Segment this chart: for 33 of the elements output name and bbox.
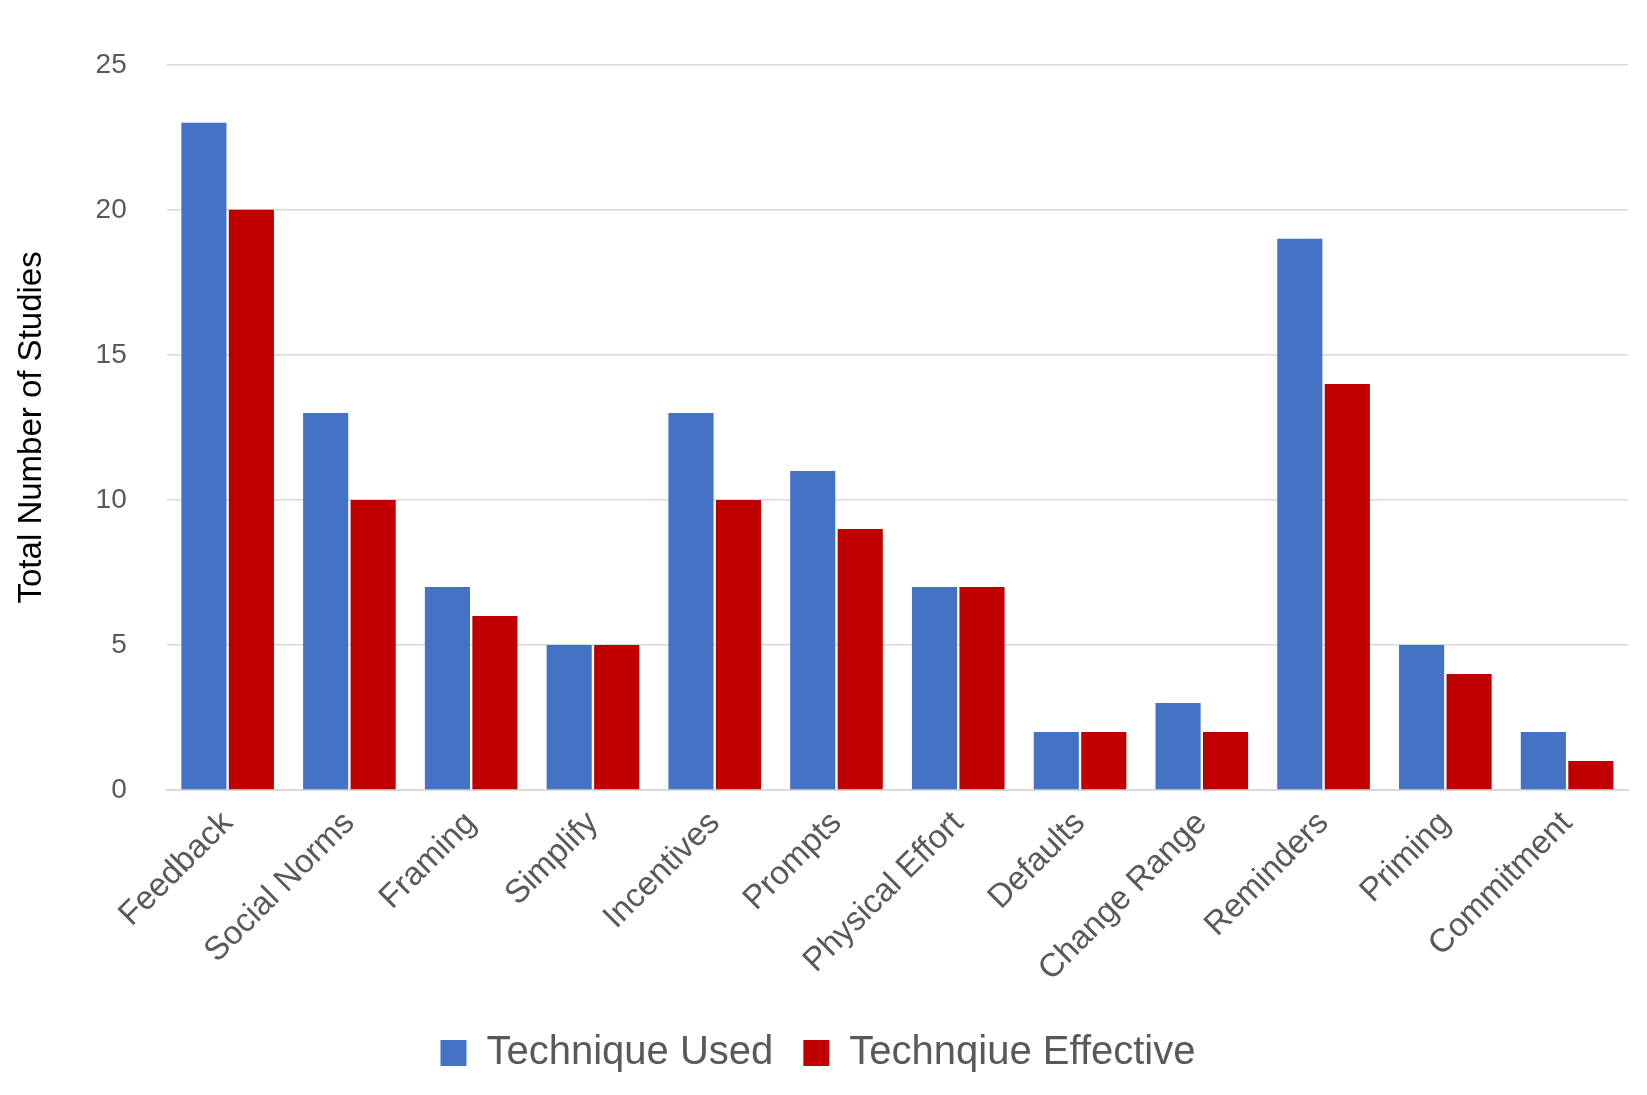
legend-label: Technique Used xyxy=(486,1028,774,1073)
bar xyxy=(1155,702,1201,790)
bar xyxy=(668,412,714,790)
bar xyxy=(1568,761,1614,790)
y-axis-title: Total Number of Studies xyxy=(10,251,48,604)
legend-label: Technqiue Effective xyxy=(849,1028,1196,1073)
bar xyxy=(181,122,227,790)
y-tick-label: 5 xyxy=(111,627,127,659)
y-tick-label: 15 xyxy=(95,337,127,369)
bar xyxy=(350,499,396,790)
y-tick-label: 20 xyxy=(95,192,127,224)
bar xyxy=(228,209,274,790)
bar xyxy=(959,586,1005,790)
bar xyxy=(1033,732,1079,790)
bar xyxy=(424,586,470,790)
bar xyxy=(1399,644,1445,790)
bar xyxy=(790,470,836,790)
bar xyxy=(472,615,518,790)
bar xyxy=(715,499,762,790)
bar xyxy=(1446,673,1492,790)
y-tick-label: 0 xyxy=(111,772,127,804)
bar xyxy=(1277,238,1323,790)
bar xyxy=(911,586,958,790)
y-tick-label: 10 xyxy=(95,482,127,514)
bar xyxy=(1324,383,1370,790)
bar xyxy=(303,412,349,790)
bar xyxy=(837,528,883,790)
bar xyxy=(546,644,592,790)
bar xyxy=(594,644,640,790)
bar xyxy=(1520,732,1566,790)
bar xyxy=(1081,732,1127,790)
bar xyxy=(1202,732,1249,790)
y-tick-label: 25 xyxy=(95,47,127,79)
